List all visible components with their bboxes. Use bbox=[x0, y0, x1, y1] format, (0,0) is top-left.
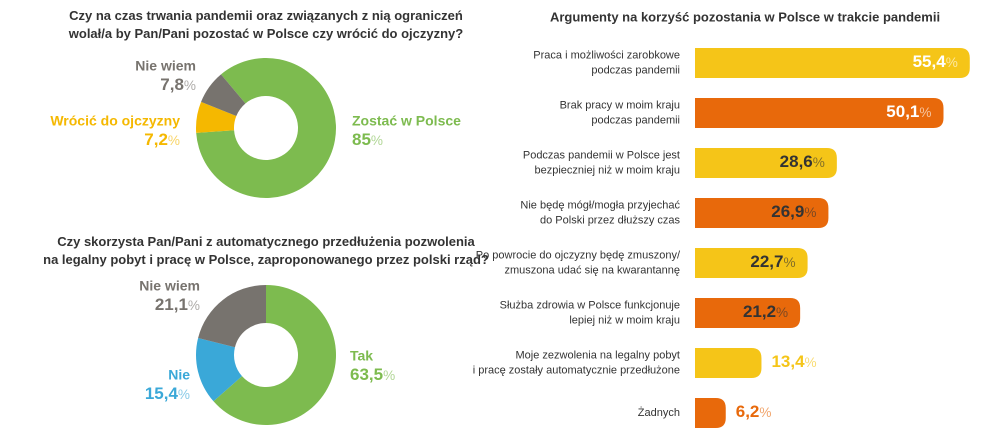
donut-slice bbox=[196, 101, 237, 133]
donut-slice bbox=[196, 58, 336, 199]
bar bbox=[695, 98, 944, 128]
donut-title: Czy skorzysta Pan/Pani z automatycznego … bbox=[43, 234, 489, 267]
bar bbox=[695, 398, 726, 428]
slice-label: Nie wiem bbox=[135, 58, 196, 74]
bar-category: Podczas pandemii w Polsce jest bezpieczni… bbox=[523, 149, 680, 176]
bar-title: Argumenty na korzyść pozostania w Polsce… bbox=[550, 9, 940, 24]
bar-category: Moje zezwolenia na legalny pobyt i pracę … bbox=[473, 349, 680, 376]
bar-category: Służba zdrowia w Polsce funkcjonuje lepie… bbox=[500, 299, 680, 326]
slice-label: Tak bbox=[350, 348, 373, 364]
bar bbox=[695, 148, 837, 178]
bar-value: 26,9% bbox=[771, 202, 816, 221]
bar-value: 55,4% bbox=[913, 52, 958, 71]
bar bbox=[695, 348, 762, 378]
bar-value: 28,6% bbox=[780, 152, 825, 171]
bar-category: Praca i możliwości zarobkowe podczas pand… bbox=[533, 49, 680, 76]
bar-value: 22,7% bbox=[750, 252, 795, 271]
slice-value: 7,2% bbox=[144, 130, 180, 149]
slice-value: 15,4% bbox=[145, 384, 190, 403]
bar-value: 6,2% bbox=[736, 402, 772, 421]
slice-value: 85% bbox=[352, 130, 383, 149]
slice-label: Wrócić do ojczyzny bbox=[50, 113, 180, 129]
bar bbox=[695, 248, 808, 278]
bar-category: Po powrocie do ojczyzny będę zmuszony/zm… bbox=[476, 249, 681, 276]
slice-label: Nie bbox=[168, 367, 190, 383]
slice-label: Nie wiem bbox=[139, 278, 200, 294]
bar-category: Żadnych bbox=[638, 406, 680, 419]
bar-value: 13,4% bbox=[771, 352, 816, 371]
donut-slice bbox=[201, 74, 246, 117]
bar-category: Nie będę mógł/mogła przyjechać do Polski … bbox=[520, 199, 680, 226]
bar-value: 50,1% bbox=[886, 102, 931, 121]
slice-value: 7,8% bbox=[160, 75, 196, 94]
bar bbox=[695, 48, 970, 78]
bar-category: Brak pracy w moim kraju podczas pandemii bbox=[560, 99, 680, 126]
bar bbox=[695, 298, 801, 328]
slice-value: 63,5% bbox=[350, 365, 395, 384]
donut-slice bbox=[213, 285, 337, 425]
bar bbox=[695, 198, 829, 228]
donut-slice bbox=[198, 285, 266, 348]
slice-value: 21,1% bbox=[155, 295, 200, 314]
donut-title: Czy na czas trwania pandemii oraz związa… bbox=[68, 8, 464, 41]
bar-value: 21,2% bbox=[743, 302, 788, 321]
donut-slice bbox=[196, 338, 242, 402]
slice-label: Zostać w Polsce bbox=[352, 113, 461, 129]
